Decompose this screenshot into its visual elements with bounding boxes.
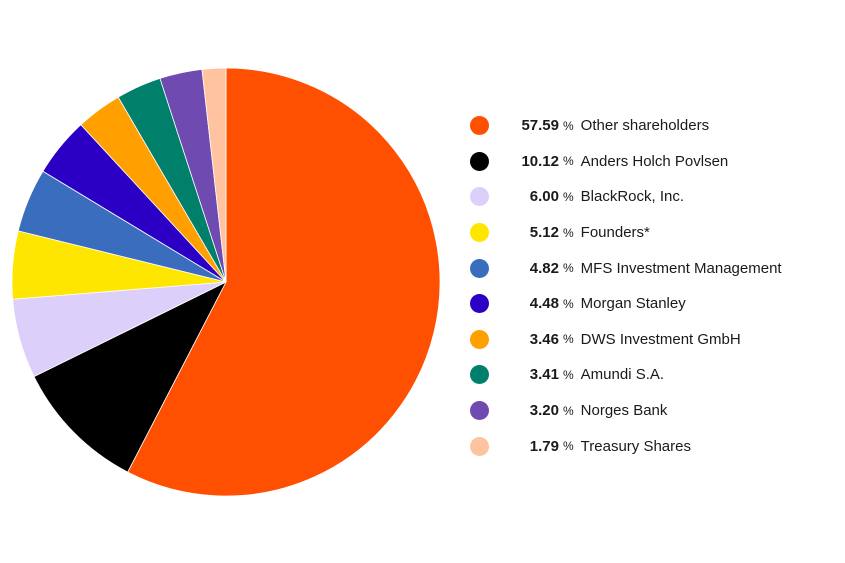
legend-label: Founders* [580,224,650,242]
legend-value: 3.46 [529,330,559,348]
legend-swatch [470,329,489,349]
legend-value: 57.59 [521,117,559,135]
legend-item: 1.79% Treasury Shares [470,428,782,464]
legend-unit: % [563,367,574,382]
pie-slice-1 [127,67,441,497]
legend-label: Anders Holch Povlsen [580,152,729,170]
legend-item: 6.00% BlackRock, Inc. [470,179,782,215]
legend-item: 10.12% Anders Holch Povlsen [470,144,782,180]
legend-label: DWS Investment GmbH [580,330,741,348]
legend-label: BlackRock, Inc. [580,188,685,206]
legend-swatch [470,116,489,136]
legend-item: 5.12% Founders* [470,215,782,251]
legend-label: Amundi S.A. [580,366,665,384]
legend-swatch [470,151,489,171]
legend-item: 3.41% Amundi S.A. [470,357,782,393]
legend-value: 4.82 [529,259,559,277]
legend-unit: % [563,118,574,133]
legend-swatch [470,223,489,243]
legend-label: Norges Bank [580,402,668,420]
legend-label: Treasury Shares [580,437,691,455]
pie-slice-2 [33,281,227,473]
legend-value: 6.00 [529,188,559,206]
legend-item: 57.59% Other shareholders [470,108,782,144]
legend-swatch [470,365,489,385]
legend-item: 4.82% MFS Investment Management [470,250,782,286]
legend-value: 10.12 [521,152,559,170]
legend-swatch [470,294,489,314]
legend-label: MFS Investment Management [580,259,782,277]
legend-unit: % [563,439,574,454]
legend-unit: % [563,332,574,347]
chart-legend: 57.59% Other shareholders 10.12% Anders Hol… [470,108,782,464]
legend-value: 3.41 [529,366,559,384]
legend-swatch [470,401,489,421]
legend-value: 4.48 [529,295,559,313]
legend-label: Other shareholders [580,117,710,135]
legend-unit: % [563,261,574,276]
legend-unit: % [563,296,574,311]
legend-item: 4.48% Morgan Stanley [470,286,782,322]
legend-item: 3.20% Norges Bank [470,393,782,429]
legend-unit: % [563,154,574,169]
legend-label: Morgan Stanley [580,295,686,313]
legend-unit: % [563,403,574,418]
legend-value: 1.79 [529,437,559,455]
pie-slice-10 [201,67,227,283]
legend-unit: % [563,189,574,204]
legend-item: 3.46% DWS Investment GmbH [470,322,782,358]
legend-value: 3.20 [529,402,559,420]
legend-swatch [470,258,489,278]
legend-swatch [470,436,489,456]
legend-value: 5.12 [529,224,559,242]
legend-swatch [470,187,489,207]
legend-unit: % [563,225,574,240]
